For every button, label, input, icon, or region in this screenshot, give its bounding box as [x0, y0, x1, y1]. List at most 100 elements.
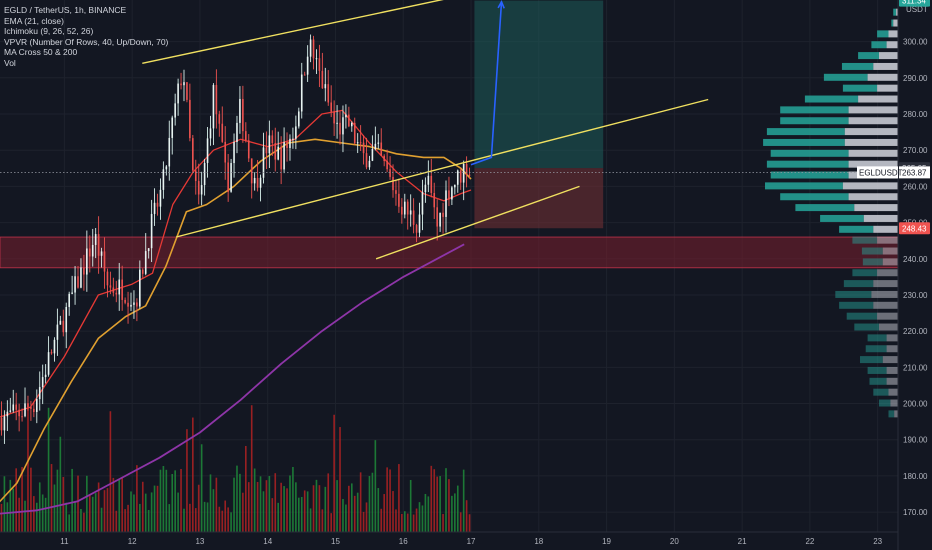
- candle-body: [318, 58, 321, 71]
- volume-bar: [118, 480, 121, 532]
- legend-indicator-vpvr[interactable]: VPVR (Number Of Rows, 40, Up/Down, 70): [4, 36, 169, 47]
- candle-body: [165, 166, 168, 170]
- candle: [189, 83, 191, 142]
- price-tag-current: 263.87: [902, 168, 927, 177]
- candle-body: [456, 170, 459, 185]
- candle-body: [256, 177, 259, 188]
- candle: [442, 202, 444, 234]
- candle: [115, 280, 118, 303]
- legend-indicator-ichimoku[interactable]: Ichimoku (9, 26, 52, 26): [4, 26, 94, 37]
- candle-body: [465, 163, 468, 175]
- volume-bar: [156, 485, 159, 532]
- candle-body: [268, 135, 271, 154]
- candle: [156, 193, 159, 216]
- vpvr-down-bar: [886, 377, 898, 385]
- candle: [65, 302, 68, 349]
- candle-body: [233, 141, 235, 164]
- candle-body: [156, 202, 159, 207]
- candle: [368, 155, 371, 170]
- candle: [274, 127, 277, 172]
- candle-body: [374, 143, 377, 150]
- candle: [433, 182, 436, 220]
- candle: [86, 230, 88, 292]
- legend-indicator-ma-cross[interactable]: MA Cross 50 & 200: [4, 47, 78, 58]
- vpvr-down-bar: [882, 258, 898, 266]
- candle: [412, 198, 415, 234]
- candle-body: [306, 56, 309, 75]
- legend-indicator-ema[interactable]: EMA (21, close): [4, 15, 64, 26]
- candle-body: [177, 83, 179, 104]
- legend-symbol[interactable]: EGLD / TetherUS, 1h, BINANCE: [4, 5, 127, 15]
- candle-body: [295, 126, 297, 139]
- volume-bar: [356, 492, 359, 532]
- candle: [6, 400, 9, 432]
- candle-body: [245, 131, 247, 141]
- volume-bar: [289, 475, 291, 532]
- candle-body: [100, 251, 103, 256]
- candle: [206, 127, 209, 178]
- volume-bar: [324, 486, 327, 532]
- candle: [321, 52, 324, 89]
- candle: [436, 199, 438, 241]
- candle: [144, 233, 147, 276]
- candle: [439, 212, 441, 232]
- volume-bar: [88, 494, 91, 532]
- candle: [409, 194, 412, 227]
- y-tick-label: 300.00: [903, 38, 928, 47]
- candle-body: [250, 158, 253, 184]
- candle: [292, 127, 294, 149]
- candle: [18, 403, 20, 432]
- x-tick-label: 14: [263, 537, 272, 546]
- candle-body: [127, 302, 129, 307]
- candle: [403, 193, 406, 219]
- volume-bar: [206, 502, 209, 532]
- candle-body: [386, 161, 388, 170]
- candle-body: [348, 114, 350, 127]
- candle-body: [162, 169, 165, 190]
- candle-body: [454, 184, 456, 188]
- candle: [247, 134, 250, 163]
- candle-body: [174, 103, 176, 118]
- candle-body: [300, 74, 303, 112]
- volume-bar: [94, 493, 97, 532]
- volume-bar: [47, 407, 50, 532]
- legend-indicator-volume[interactable]: Vol: [4, 57, 16, 68]
- candle: [353, 117, 356, 145]
- vpvr-down-bar: [873, 225, 898, 233]
- candle: [139, 260, 141, 309]
- volume-bar: [35, 502, 38, 532]
- vpvr-down-bar: [886, 334, 898, 342]
- candle-body: [50, 352, 53, 354]
- candle-body: [186, 82, 188, 100]
- candle: [265, 131, 268, 170]
- volume-bar: [274, 473, 277, 532]
- vpvr-up-bar: [861, 247, 883, 255]
- candle: [300, 62, 303, 119]
- volume-bar: [218, 506, 221, 532]
- volume-bar: [38, 482, 41, 532]
- volume-bar: [430, 465, 433, 532]
- volume-bar: [112, 477, 115, 532]
- volume-bar: [186, 429, 188, 532]
- vpvr-down-bar: [854, 204, 898, 212]
- candle-body: [247, 140, 250, 159]
- vpvr-up-bar: [871, 41, 887, 49]
- candle-body: [147, 248, 150, 252]
- candle: [342, 105, 344, 153]
- candle-body: [359, 142, 362, 144]
- volume-bar: [171, 473, 174, 532]
- candle: [47, 336, 50, 377]
- candle: [50, 349, 53, 355]
- candle-body: [153, 202, 156, 214]
- volume-bar: [365, 502, 368, 532]
- vpvr-up-bar: [765, 182, 843, 190]
- volume-bar: [330, 513, 332, 532]
- candle: [415, 223, 418, 243]
- zones-layer: [0, 0, 899, 269]
- candle: [374, 126, 377, 151]
- volume-bar: [383, 494, 385, 532]
- candle: [74, 266, 76, 305]
- candle-body: [77, 276, 79, 288]
- volume-bar: [103, 490, 106, 532]
